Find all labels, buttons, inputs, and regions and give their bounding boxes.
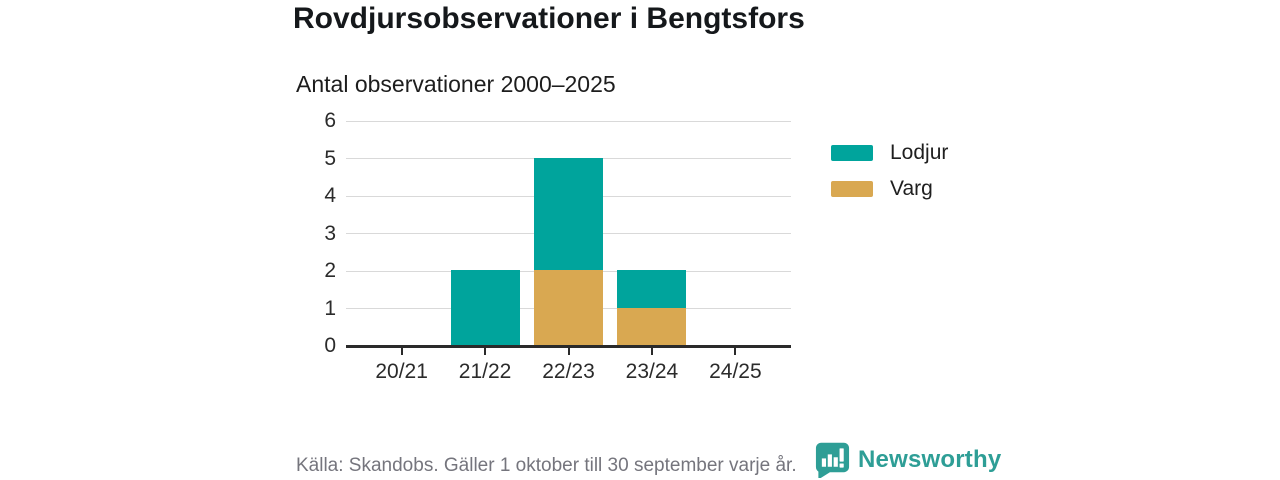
bar-segment-lodjur (450, 270, 520, 345)
gridline-y-6 (346, 120, 791, 122)
chart-title: Rovdjursobservationer i Bengtsfors (293, 2, 805, 35)
y-tick-label-0: 0 (324, 334, 336, 357)
legend-swatch-lodjur (831, 144, 873, 161)
y-tick-label-3: 3 (324, 221, 336, 245)
x-axis-line (346, 345, 791, 348)
bar-segment-lodjur (617, 270, 687, 308)
x-tick-21-22 (484, 348, 487, 355)
x-tick-24-25 (734, 348, 737, 355)
brand-wordmark: Newsworthy (858, 446, 1002, 473)
x-tick-23-24 (650, 348, 653, 355)
x-tick-20-21 (400, 348, 403, 355)
y-tick-label-4: 4 (324, 184, 336, 207)
source-note: Källa: Skandobs. Gäller 1 oktober till 3… (296, 455, 797, 476)
bar-23-24 (617, 270, 687, 345)
legend-item-varg: Varg (831, 178, 948, 199)
x-tick-label-24-25: 24/25 (709, 360, 762, 383)
x-tick-label-22-23: 22/23 (542, 360, 595, 383)
x-tick-label-20-21: 20/21 (375, 360, 428, 383)
x-tick-label-21-22: 21/22 (458, 360, 512, 383)
legend-swatch-varg (831, 180, 873, 197)
speech-bubble-bar-chart-icon (815, 442, 850, 478)
y-tick-label-6: 6 (324, 109, 336, 132)
bar-22-23 (534, 157, 603, 345)
legend-label-lodjur: Lodjur (890, 141, 949, 164)
legend-item-lodjur: Lodjur (831, 142, 948, 163)
bar-segment-lodjur (534, 157, 603, 270)
legend: Lodjur Varg (831, 142, 948, 214)
x-tick-22-23 (567, 348, 570, 355)
bar-21-22 (450, 270, 520, 345)
bar-segment-varg (534, 270, 603, 345)
legend-label-varg: Varg (890, 177, 933, 200)
chart-subtitle: Antal observationer 2000–2025 (296, 71, 616, 97)
y-tick-label-1: 1 (324, 296, 336, 320)
plot-area: 20/21 21/22 22/23 23/24 24/25 (346, 120, 791, 383)
y-tick-label-5: 5 (324, 146, 336, 170)
bar-segment-varg (617, 307, 687, 345)
x-tick-label-23-24: 23/24 (625, 360, 679, 383)
y-tick-label-2: 2 (324, 259, 336, 282)
newsworthy-brand-link[interactable]: Newsworthy (815, 442, 1001, 478)
